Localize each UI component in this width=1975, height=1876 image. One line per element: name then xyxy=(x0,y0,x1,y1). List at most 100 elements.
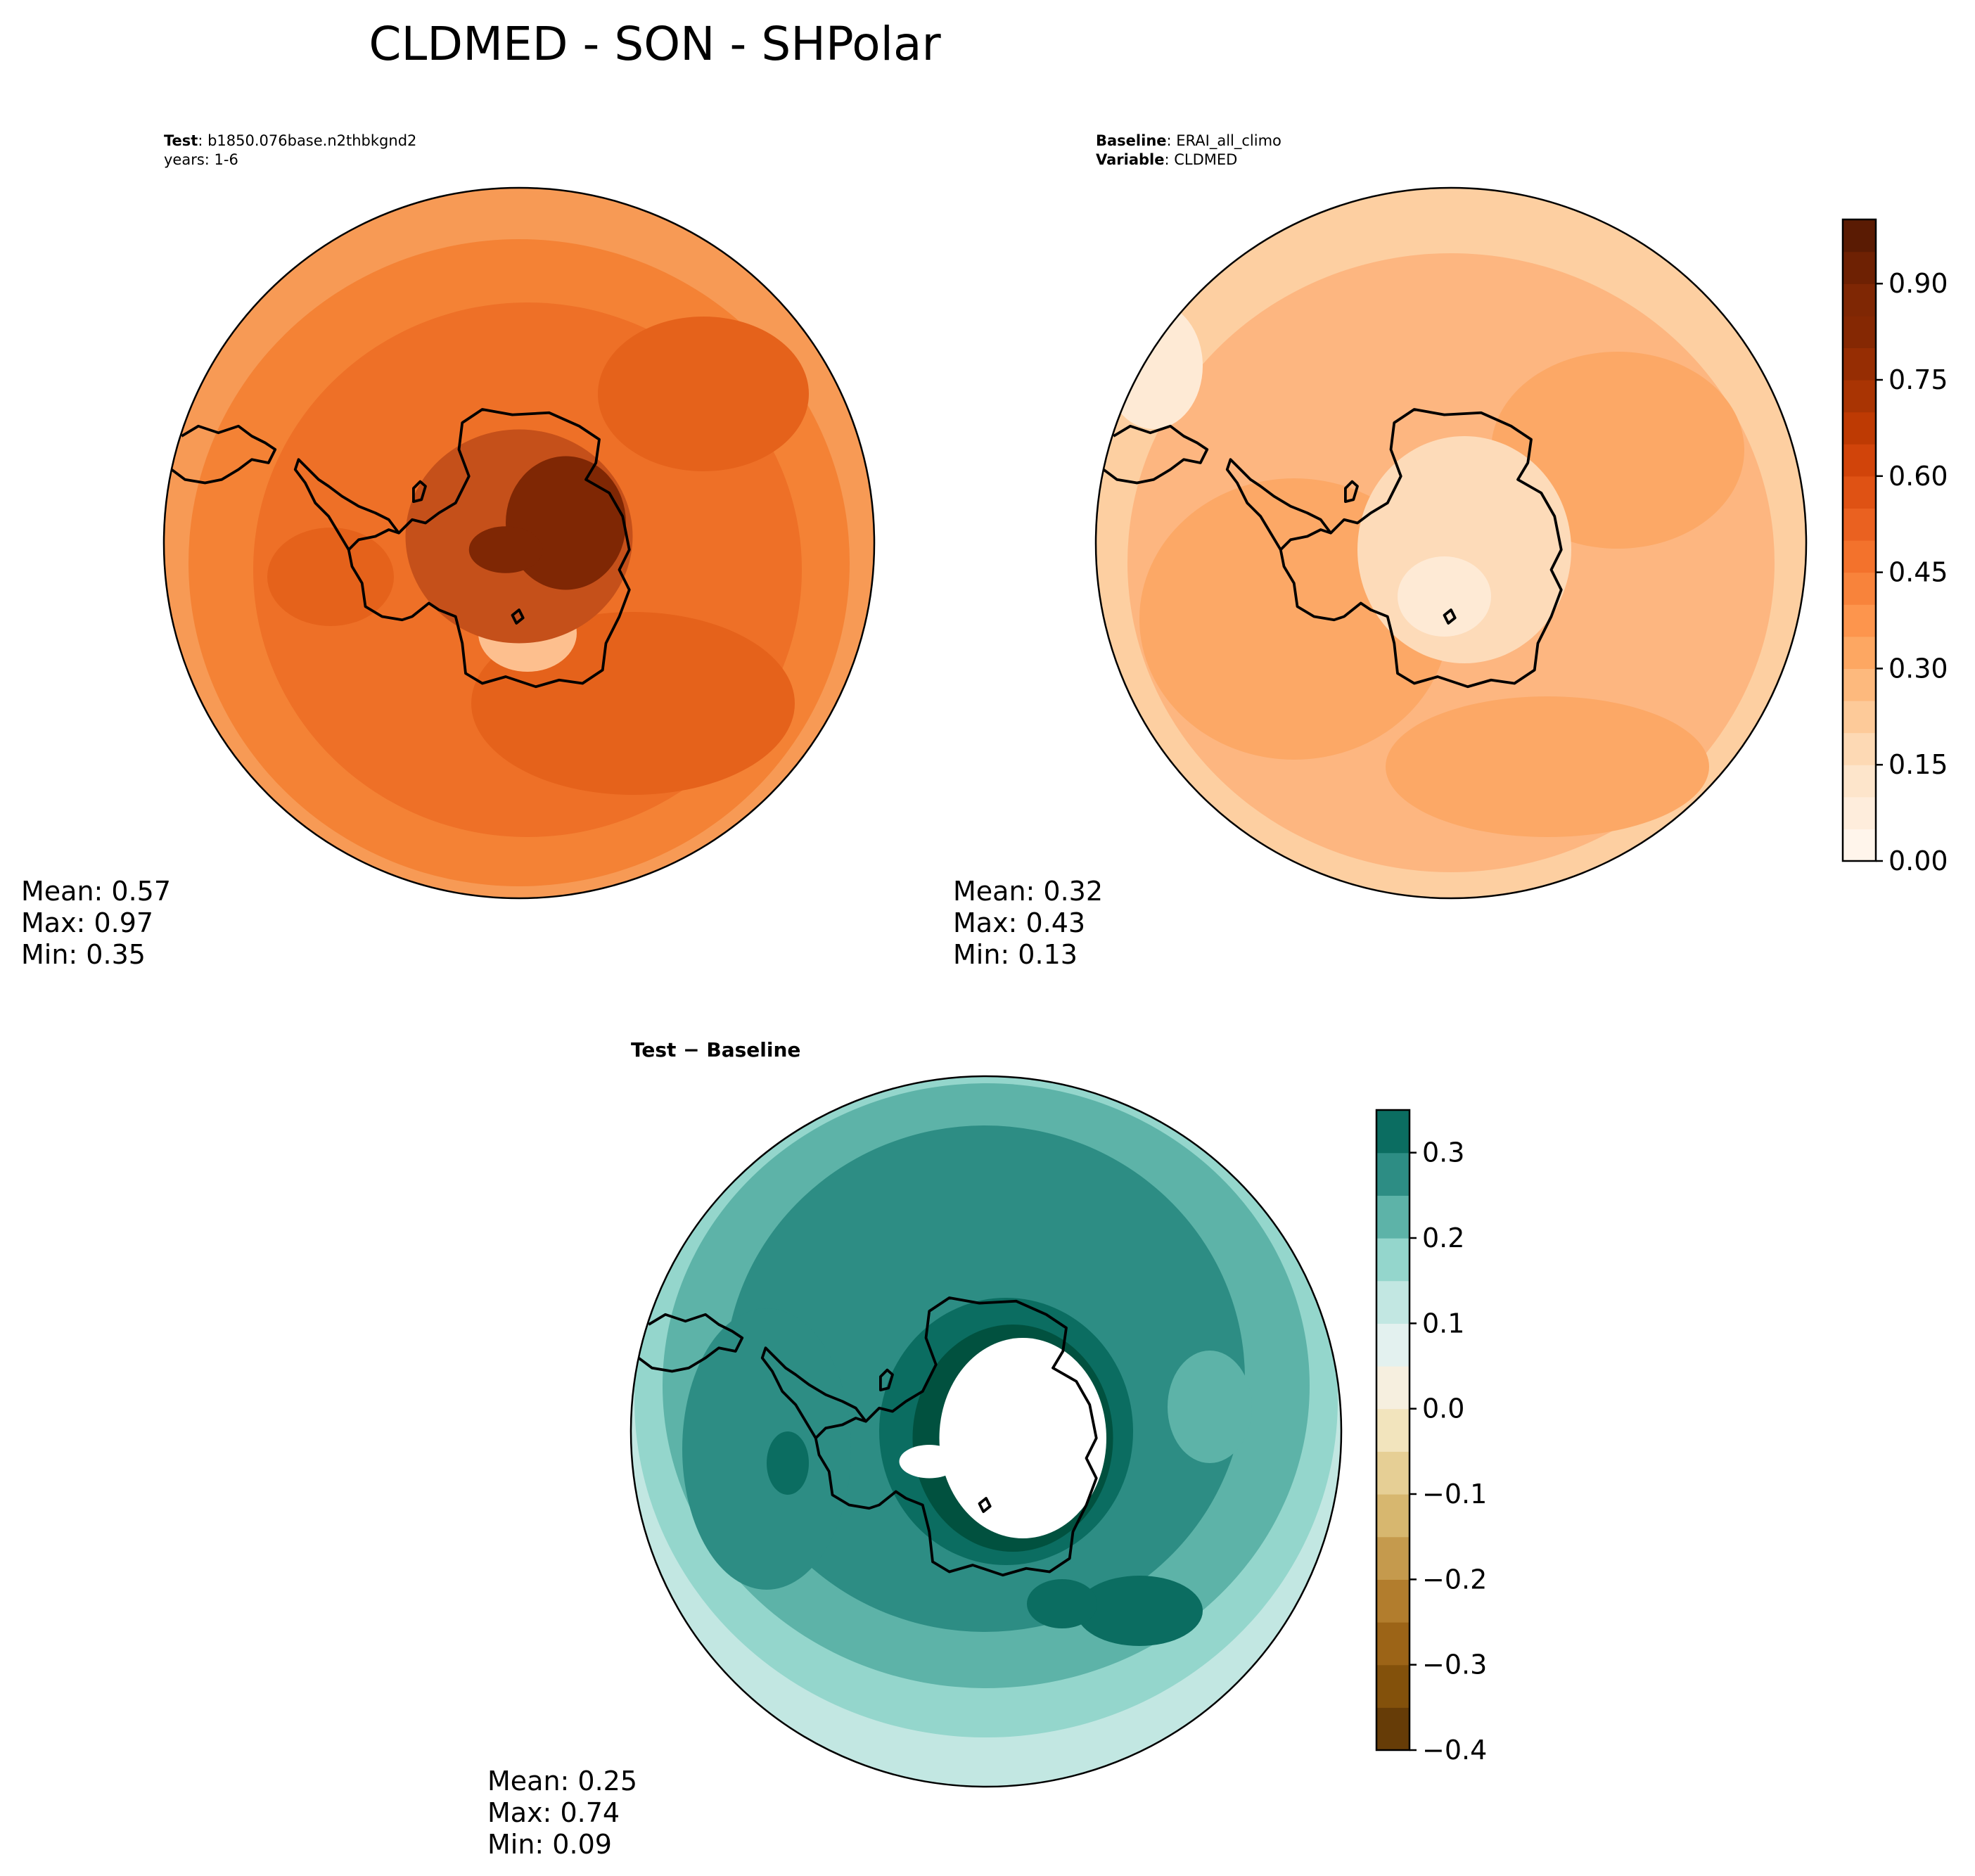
baseline-variable: Variable: CLDMED xyxy=(1096,151,1237,168)
diff-colorbar-tick-label: 0.2 xyxy=(1422,1223,1464,1253)
test-label-text: : b1850.076base.n2thbkgnd2 xyxy=(198,132,416,149)
test-max: Max: 0.97 xyxy=(21,907,153,938)
diff-colorbar-tick-label: −0.1 xyxy=(1422,1479,1487,1510)
main-colorbar-band xyxy=(1843,347,1876,381)
baseline-map xyxy=(1096,188,1806,898)
baseline-field-pale xyxy=(1398,556,1491,637)
diff-colorbar-band xyxy=(1376,1323,1410,1367)
main-colorbar-band xyxy=(1843,604,1876,637)
main-colorbar-ticks: 0.00 0.15 0.30 0.45 0.60 0.75 0.90 xyxy=(1876,268,1948,876)
diff-field-strong-w xyxy=(767,1431,809,1495)
baseline-field-pale-nw xyxy=(1104,302,1203,429)
main-colorbar-tick-label: 0.60 xyxy=(1888,461,1948,492)
main-colorbar-band xyxy=(1843,636,1876,669)
test-min: Min: 0.35 xyxy=(21,939,146,970)
diff-field-strong-s xyxy=(1027,1579,1097,1628)
main-colorbar-band xyxy=(1843,283,1876,317)
test-map xyxy=(164,188,874,898)
diff-colorbar-tick-label: −0.4 xyxy=(1422,1735,1487,1766)
diff-colorbar-tick-label: 0.1 xyxy=(1422,1308,1464,1339)
diff-colorbar-band xyxy=(1376,1408,1410,1452)
main-colorbar-band xyxy=(1843,701,1876,734)
test-field-core-w xyxy=(267,528,394,626)
baseline-field-mid-3 xyxy=(1386,696,1709,837)
diff-colorbar-band xyxy=(1376,1494,1410,1538)
test-field-core-ne xyxy=(598,317,809,471)
main-colorbar-tick-label: 0.30 xyxy=(1888,653,1948,684)
diff-field-strong-se xyxy=(1076,1576,1203,1646)
diff-colorbar-band xyxy=(1376,1195,1410,1239)
baseline-variable-text: : CLDMED xyxy=(1164,151,1237,168)
figure-title: CLDMED - SON - SHPolar xyxy=(369,17,941,71)
diff-colorbar-band xyxy=(1376,1536,1410,1580)
diff-colorbar-tick-label: −0.3 xyxy=(1422,1650,1487,1680)
diff-colorbar-tick-label: −0.2 xyxy=(1422,1564,1487,1595)
baseline-panel: Baseline: ERAI_all_climo Variable: CLDME… xyxy=(953,132,1808,970)
main-colorbar-tick-label: 0.90 xyxy=(1888,268,1948,299)
diff-field-missing-2 xyxy=(899,1445,959,1479)
main-colorbar-band xyxy=(1843,765,1876,798)
diff-colorbar-band xyxy=(1376,1280,1410,1324)
test-panel: Test: b1850.076base.n2thbkgnd2 years: 1-… xyxy=(21,132,876,970)
baseline-mean: Mean: 0.32 xyxy=(953,876,1103,907)
main-colorbar-frame xyxy=(1841,218,1877,862)
main-colorbar-band xyxy=(1843,444,1876,477)
main-colorbar-band xyxy=(1843,380,1876,413)
baseline-label-text: : ERAI_all_climo xyxy=(1167,132,1281,150)
diff-colorbar: −0.4 −0.3 −0.2 −0.1 0.0 0.1 0.2 0.3 xyxy=(1375,1109,1487,1766)
diff-colorbar-frame xyxy=(1375,1109,1411,1751)
diff-min: Min: 0.09 xyxy=(487,1829,612,1860)
main-colorbar-band xyxy=(1843,476,1876,509)
baseline-label-bold: Baseline xyxy=(1096,132,1167,149)
main-colorbar-band xyxy=(1843,572,1876,605)
main-colorbar-tick-label: 0.00 xyxy=(1888,846,1948,876)
diff-colorbar-tick-label: 0.0 xyxy=(1422,1393,1464,1424)
main-colorbar-bands xyxy=(1843,219,1876,862)
main-colorbar-band xyxy=(1843,411,1876,445)
test-mean: Mean: 0.57 xyxy=(21,876,171,907)
diff-field-core-w xyxy=(682,1308,851,1590)
main-colorbar-tick-label: 0.45 xyxy=(1888,557,1948,588)
main-colorbar-band xyxy=(1843,732,1876,765)
main-colorbar-band xyxy=(1843,829,1876,862)
diff-colorbar-band xyxy=(1376,1622,1410,1666)
main-colorbar: 0.00 0.15 0.30 0.45 0.60 0.75 0.90 xyxy=(1841,218,1948,876)
main-colorbar-band xyxy=(1843,540,1876,573)
diff-colorbar-band xyxy=(1376,1579,1410,1623)
diff-field-missing xyxy=(939,1338,1106,1538)
diff-mean: Mean: 0.25 xyxy=(487,1766,637,1797)
diff-colorbar-band xyxy=(1376,1110,1410,1154)
test-years: years: 1-6 xyxy=(164,151,238,168)
baseline-max: Max: 0.43 xyxy=(953,907,1085,938)
test-label: Test: b1850.076base.n2thbkgnd2 xyxy=(164,132,416,149)
diff-max: Max: 0.74 xyxy=(487,1797,620,1828)
diff-colorbar-ticks: −0.4 −0.3 −0.2 −0.1 0.0 0.1 0.2 0.3 xyxy=(1410,1137,1487,1766)
diff-colorbar-bands xyxy=(1376,1110,1410,1751)
diff-panel: Test − Baseline Mean: xyxy=(487,1038,1343,1860)
main-colorbar-band xyxy=(1843,251,1876,284)
baseline-label: Baseline: ERAI_all_climo xyxy=(1096,132,1281,150)
diff-map xyxy=(631,1076,1341,1787)
test-label-bold: Test xyxy=(164,132,198,149)
diff-map-boundary xyxy=(629,1075,1343,1788)
baseline-map-boundary xyxy=(1094,186,1808,900)
main-colorbar-tick-label: 0.15 xyxy=(1888,749,1948,780)
main-colorbar-tick-label: 0.75 xyxy=(1888,364,1948,395)
baseline-variable-bold: Variable xyxy=(1096,151,1164,168)
main-colorbar-band xyxy=(1843,219,1876,253)
main-colorbar-band xyxy=(1843,315,1876,348)
diff-colorbar-band xyxy=(1376,1366,1410,1410)
main-colorbar-band xyxy=(1843,668,1876,701)
test-map-boundary xyxy=(162,186,876,900)
test-field-peak-2 xyxy=(468,526,543,573)
diff-colorbar-band xyxy=(1376,1664,1410,1708)
main-colorbar-band xyxy=(1843,796,1876,829)
diff-field-mid-e xyxy=(1168,1351,1252,1463)
diff-colorbar-band xyxy=(1376,1451,1410,1495)
diff-colorbar-band xyxy=(1376,1238,1410,1282)
main-colorbar-band xyxy=(1843,508,1876,541)
baseline-min: Min: 0.13 xyxy=(953,939,1078,970)
diff-colorbar-tick-label: 0.3 xyxy=(1422,1137,1464,1168)
diff-label: Test − Baseline xyxy=(631,1038,800,1061)
